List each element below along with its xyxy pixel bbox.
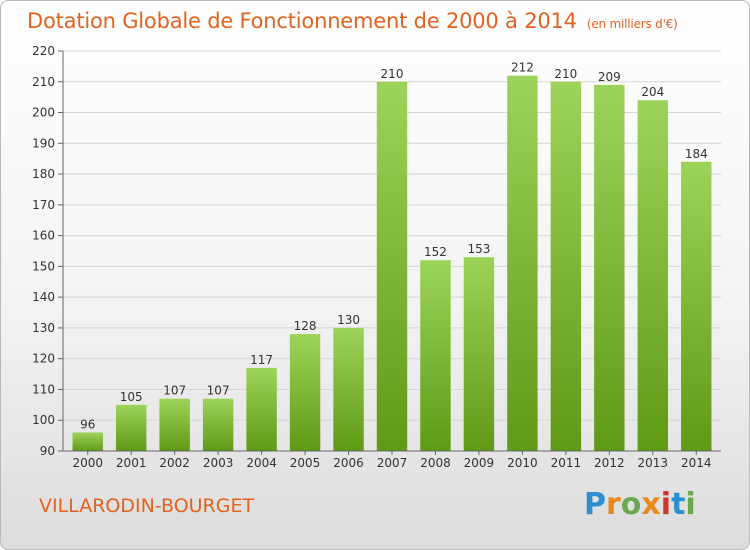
y-tick-label: 210 (32, 75, 55, 89)
bars (72, 75, 712, 452)
bar-2004 (246, 367, 277, 451)
x-tick-label-2013: 2013 (638, 456, 669, 470)
proxiti-logo: Proxiti (584, 487, 696, 522)
value-label-2011: 210 (554, 67, 577, 81)
x-tick-label-2006: 2006 (333, 456, 364, 470)
value-label-2000: 96 (80, 418, 95, 432)
y-tick-label: 200 (32, 106, 55, 120)
y-tick-label: 110 (32, 382, 55, 396)
bar-2012 (594, 84, 625, 451)
bar-2013 (637, 100, 669, 451)
value-label-2001: 105 (120, 390, 143, 404)
y-tick-label: 90 (40, 444, 55, 458)
bar-2010 (507, 75, 538, 451)
chart-title: Dotation Globale de Fonctionnement de 20… (27, 9, 678, 33)
logo-letter: t (671, 487, 686, 522)
value-label-2006: 130 (337, 313, 360, 327)
x-tick-label-2001: 2001 (116, 456, 147, 470)
x-tick-label-2002: 2002 (159, 456, 190, 470)
value-label-2003: 107 (207, 384, 230, 398)
bar-2009 (463, 257, 495, 451)
value-label-2012: 209 (598, 70, 621, 84)
y-tick-label: 120 (32, 352, 55, 366)
y-tick-label: 150 (32, 259, 55, 273)
x-tick-label-2000: 2000 (72, 456, 103, 470)
x-tick-label-2008: 2008 (420, 456, 451, 470)
value-label-2008: 152 (424, 245, 447, 259)
y-tick-label: 100 (32, 413, 55, 427)
logo-letter: r (606, 487, 621, 522)
bar-2014 (681, 161, 712, 451)
logo-letter: x (641, 487, 661, 522)
y-tick-label: 130 (32, 321, 55, 335)
commune-name: VILLARODIN-BOURGET (39, 495, 255, 517)
bar-2001 (115, 404, 147, 451)
x-tick-label-2005: 2005 (290, 456, 321, 470)
y-tick-label: 220 (32, 44, 55, 58)
bar-2011 (550, 81, 582, 452)
x-tick-label-2014: 2014 (681, 456, 712, 470)
value-label-2013: 204 (641, 85, 664, 99)
value-labels: 96 105 107 107 117 128 130 210 152 153 212 210 209 20… (80, 61, 708, 432)
bar-2006 (333, 327, 364, 451)
x-tick-label-2007: 2007 (377, 456, 408, 470)
bar-2002 (159, 398, 190, 451)
y-tick-label: 180 (32, 167, 55, 181)
bar-2007 (376, 81, 408, 452)
bar-2000 (72, 432, 103, 451)
chart-unit: (en milliers d'€) (586, 17, 678, 31)
y-tick-label: 170 (32, 198, 55, 212)
x-tick-label-2003: 2003 (203, 456, 234, 470)
value-label-2004: 117 (250, 353, 273, 367)
x-tick-label-2010: 2010 (507, 456, 538, 470)
value-label-2002: 107 (163, 384, 186, 398)
bar-2005 (289, 334, 321, 451)
bar-2003 (202, 398, 234, 451)
x-tick-label-2011: 2011 (551, 456, 582, 470)
value-label-2010: 212 (511, 61, 534, 75)
chart-title-text: Dotation Globale de Fonctionnement de 20… (27, 9, 577, 33)
y-tick-label: 190 (32, 136, 55, 150)
axes: 90 100 110 120 130 140 150 160 170 180 190 200 210 22… (32, 44, 721, 470)
logo-letter: P (584, 487, 606, 522)
value-label-2014: 184 (685, 147, 708, 161)
value-label-2007: 210 (381, 67, 404, 81)
y-tick-label: 160 (32, 229, 55, 243)
value-label-2009: 153 (467, 242, 490, 256)
bar-2008 (420, 260, 451, 451)
x-tick-label-2009: 2009 (464, 456, 495, 470)
logo-letter: i (660, 487, 672, 522)
y-tick-label: 140 (32, 290, 55, 304)
logo-letter: o (620, 487, 642, 522)
x-tick-label-2004: 2004 (246, 456, 277, 470)
logo-letter: i (685, 487, 696, 522)
value-label-2005: 128 (294, 319, 317, 333)
x-tick-label-2012: 2012 (594, 456, 625, 470)
